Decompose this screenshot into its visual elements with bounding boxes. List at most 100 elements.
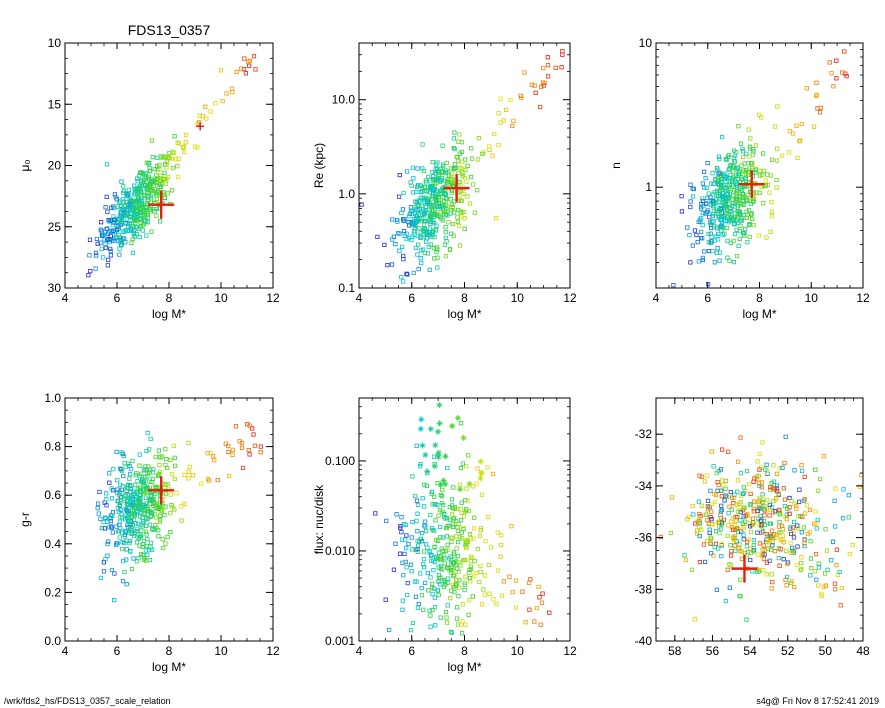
data-point [756,481,762,486]
data-point [443,212,448,217]
data-point [440,487,445,493]
data-point [450,512,455,517]
data-point [730,516,736,521]
data-point [775,158,780,163]
data-point [132,531,137,536]
data-point [748,557,753,563]
data-point [431,568,436,573]
data-point [750,569,755,574]
data-point [134,559,140,564]
data-point [472,210,477,215]
data-point [839,586,844,591]
data-point [785,562,790,567]
data-point [751,199,756,205]
data-point [460,173,465,179]
data-point [427,226,433,231]
data-point [433,227,439,232]
data-point [405,581,410,586]
data-point [415,511,420,516]
data-point [772,124,778,129]
data-point [141,489,146,494]
data-point [149,229,154,234]
data-point [229,86,234,91]
data-point [412,229,418,234]
data-point [834,58,839,63]
data-point [448,174,454,179]
data-point [784,548,789,553]
data-point [252,443,257,448]
data-point [434,168,440,174]
data-point [702,185,707,190]
data-point [411,176,416,181]
data-point [741,154,746,160]
data-point [507,574,512,579]
data-point [220,99,225,104]
data-point [137,514,143,519]
x-tick-label: 4 [653,291,660,305]
data-point [778,547,783,552]
data-point [212,458,217,463]
data-point [226,449,231,454]
data-point [455,528,461,534]
data-point [460,619,465,624]
data-point [418,536,424,542]
data-point [457,482,462,487]
data-point [422,199,427,204]
data-point [180,145,186,150]
data-point [147,160,152,165]
data-point [477,579,482,585]
data-point [470,594,476,599]
y-tick-label: 0.6 [44,488,61,502]
data-point [131,206,136,211]
data-point [443,224,448,230]
data-point [183,140,188,145]
data-point [513,605,519,610]
y-axis-label: μ₀ [18,160,32,172]
data-point [451,573,456,579]
x-tick-label: 4 [62,644,69,658]
data-point [96,501,101,506]
data-point [748,502,754,507]
data-point [126,525,131,530]
data-point [763,183,768,188]
data-point [94,253,99,258]
data-point [450,535,455,540]
data-point [446,200,452,205]
data-point [745,240,750,245]
data-point [402,551,407,557]
data-point [119,238,124,243]
data-point [421,556,427,562]
data-point [756,473,761,478]
data-point [385,262,390,268]
data-point [455,207,461,213]
data-point [503,107,509,112]
x-axis-label: log M* [742,307,776,321]
data-point [99,525,104,531]
data-point [685,517,690,522]
data-point [455,215,460,220]
data-point [447,504,452,510]
data-point [442,198,447,204]
data-point [103,557,108,562]
data-point [150,476,156,482]
data-point [95,241,100,246]
data-point [714,224,719,229]
data-point [423,580,428,586]
data-point [467,570,472,575]
data-point [108,218,113,223]
data-point [459,530,464,535]
data-point [131,533,136,539]
data-point [859,472,864,478]
data-point [440,535,445,540]
data-point [114,197,119,202]
data-point [782,503,787,509]
data-point [109,205,114,210]
data-point [124,582,129,587]
data-point [179,504,184,509]
data-point [146,198,151,203]
data-point [709,449,714,454]
data-point [464,486,469,491]
data-point [105,231,111,236]
